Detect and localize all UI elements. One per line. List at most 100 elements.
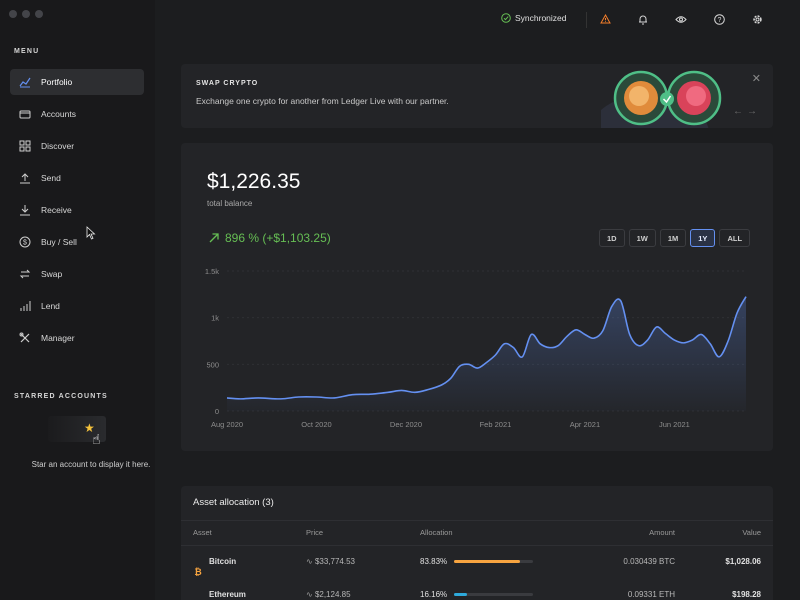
- x-tick-label: Oct 2020: [301, 420, 331, 429]
- dollar-icon: $: [19, 236, 31, 248]
- swap-coins-illustration: [601, 70, 722, 128]
- y-tick-label: 500: [206, 360, 219, 369]
- y-tick-label: 1.5k: [205, 267, 219, 276]
- sidebar-item-portfolio[interactable]: Portfolio: [10, 69, 144, 95]
- activity-icon: ∿: [306, 590, 315, 599]
- sidebar-item-accounts[interactable]: Accounts: [10, 101, 144, 127]
- allocation-bar: [454, 593, 533, 596]
- chart-icon: [19, 76, 31, 88]
- column-asset[interactable]: Asset: [193, 528, 212, 537]
- topbar-divider: [586, 12, 587, 28]
- svg-text:$: $: [23, 240, 27, 247]
- close-window-button[interactable]: [9, 10, 17, 18]
- asset-cell: ₿ Bitcoin: [193, 547, 236, 577]
- swap-banner[interactable]: SWAP CRYPTO Exchange one crypto for anot…: [181, 64, 773, 128]
- sidebar-item-label: Lend: [41, 301, 60, 311]
- range-selector: 1D 1W 1M 1Y ALL: [599, 229, 751, 247]
- column-allocation[interactable]: Allocation: [420, 528, 453, 537]
- sidebar-item-swap[interactable]: Swap: [10, 261, 144, 287]
- range-1m-button[interactable]: 1M: [659, 229, 687, 247]
- chart-series-line: [226, 296, 747, 400]
- sidebar-item-lend[interactable]: Lend: [10, 293, 144, 319]
- minimize-window-button[interactable]: [22, 10, 30, 18]
- sidebar-item-label: Manager: [41, 333, 75, 343]
- allocation-table-header: Asset Price Allocation Amount Value: [181, 520, 773, 546]
- balance-card: $1,226.35 total balance 896 % (+$1,103.2…: [181, 143, 773, 451]
- settings-icon[interactable]: [750, 12, 764, 26]
- asset-name: Ethereum: [209, 590, 246, 599]
- eye-icon[interactable]: [674, 12, 688, 26]
- range-1y-button[interactable]: 1Y: [690, 229, 716, 247]
- range-all-button[interactable]: ALL: [719, 229, 751, 247]
- sync-status-label: Synchronized: [515, 13, 567, 23]
- mouse-cursor-icon: [86, 226, 96, 240]
- x-tick-label: Dec 2020: [390, 420, 422, 429]
- allocation-bar-fill: [454, 560, 521, 563]
- column-value[interactable]: Value: [742, 528, 761, 537]
- column-amount[interactable]: Amount: [649, 528, 675, 537]
- bitcoin-icon: ₿: [194, 566, 202, 577]
- sidebar-item-label: Buy / Sell: [41, 237, 77, 247]
- asset-amount: 0.030439 BTC: [623, 557, 675, 566]
- topbar: Synchronized ?: [155, 0, 800, 40]
- asset-price: $2,124.85: [314, 590, 351, 599]
- allocation-percent: 16.16%: [420, 590, 448, 599]
- y-tick-label: 0: [215, 407, 219, 416]
- maximize-window-button[interactable]: [35, 10, 43, 18]
- sidebar-item-discover[interactable]: Discover: [10, 133, 144, 159]
- sidebar-item-buy-sell[interactable]: $ Buy / Sell: [10, 229, 144, 255]
- allocation-percent: 83.83%: [420, 557, 448, 566]
- sidebar-item-label: Send: [41, 173, 61, 183]
- banner-nav-arrows[interactable]: ←→: [733, 106, 761, 117]
- sidebar-nav: Portfolio Accounts Discover Send Receive…: [10, 69, 144, 357]
- sidebar-item-manager[interactable]: Manager: [10, 325, 144, 351]
- send-icon: [19, 172, 31, 184]
- banner-title: SWAP CRYPTO: [196, 80, 259, 87]
- warning-icon[interactable]: [598, 12, 612, 26]
- asset-cell: ◆ Ethereum: [193, 580, 246, 600]
- help-icon[interactable]: ?: [712, 12, 726, 26]
- price-cell: ∿ $33,774.53: [306, 547, 355, 577]
- starred-empty-text: Star an account to display it here.: [31, 460, 151, 469]
- ethereum-icon: ◆: [193, 590, 203, 600]
- bell-icon[interactable]: [636, 12, 650, 26]
- star-icon: ★: [84, 421, 95, 435]
- sidebar-item-label: Swap: [41, 269, 63, 279]
- range-1d-button[interactable]: 1D: [599, 229, 625, 247]
- sidebar-item-label: Discover: [41, 141, 75, 151]
- arrow-up-right-icon: [209, 233, 219, 243]
- asset-allocation-title: Asset allocation (3): [193, 497, 274, 508]
- hand-pointer-icon: ☝: [92, 431, 101, 447]
- swap-icon: [19, 268, 31, 280]
- svg-text:?: ?: [717, 17, 721, 24]
- table-row[interactable]: ◆ Ethereum ∿ $2,124.85 16.16% 0.09331 ETH…: [181, 580, 773, 600]
- allocation-bar: [454, 560, 533, 563]
- banner-description: Exchange one crypto for another from Led…: [196, 96, 449, 106]
- sidebar-item-label: Receive: [41, 205, 72, 215]
- balance-change: 896 % (+$1,103.25): [209, 231, 331, 245]
- starred-placeholder: ★: [48, 416, 106, 442]
- range-1w-button[interactable]: 1W: [628, 229, 656, 247]
- x-tick-label: Jun 2021: [659, 420, 690, 429]
- balance-change-value: 896 % (+$1,103.25): [225, 231, 331, 245]
- total-balance: $1,226.35: [207, 170, 301, 193]
- sidebar-item-send[interactable]: Send: [10, 165, 144, 191]
- table-row[interactable]: ₿ Bitcoin ∿ $33,774.53 83.83% 0.030439 BT…: [181, 547, 773, 577]
- main-content: SWAP CRYPTO Exchange one crypto for anot…: [155, 40, 800, 600]
- asset-amount: 0.09331 ETH: [627, 590, 675, 599]
- column-price[interactable]: Price: [306, 528, 324, 537]
- x-tick-label: Apr 2021: [570, 420, 600, 429]
- banner-close-icon[interactable]: ✕: [751, 73, 761, 85]
- allocation-bar-fill: [454, 593, 467, 596]
- asset-name: Bitcoin: [209, 557, 237, 566]
- lend-icon: [19, 300, 31, 312]
- asset-value: $1,028.06: [725, 557, 761, 566]
- y-tick-label: 1k: [211, 314, 219, 323]
- sidebar-item-receive[interactable]: Receive: [10, 197, 144, 223]
- balance-chart[interactable]: 0 500 1k 1.5k Aug 2020 Oct 2020 Dec 2020 Feb 20…: [181, 261, 773, 436]
- asset-value: $198.28: [732, 590, 761, 599]
- asset-allocation-card: Asset allocation (3) Asset Price Allocat…: [181, 486, 773, 600]
- sync-status[interactable]: Synchronized: [501, 13, 567, 23]
- x-tick-label: Aug 2020: [211, 420, 243, 429]
